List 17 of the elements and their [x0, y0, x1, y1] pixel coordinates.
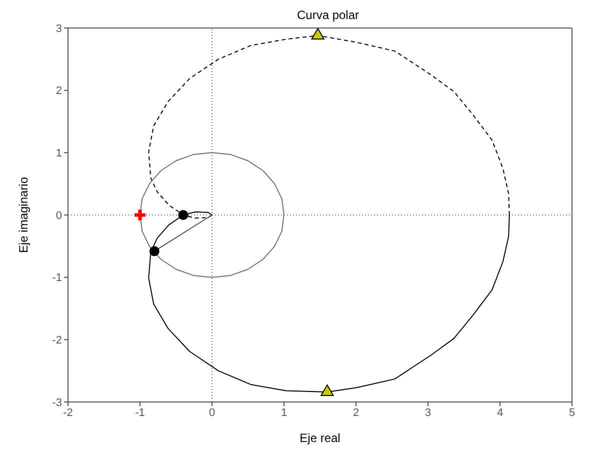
x-tick-label: 5 — [568, 406, 576, 419]
y-tick-label: 2 — [56, 85, 62, 98]
x-tick-label: 0 — [208, 406, 216, 419]
y-tick-label: -3 — [52, 396, 62, 409]
y-tick-label: -2 — [52, 334, 62, 347]
x-tick-label: 3 — [424, 406, 432, 419]
x-tick-label: 1 — [280, 406, 288, 419]
x-axis-title: Eje real — [300, 431, 340, 445]
x-tick-label: -1 — [135, 406, 145, 419]
y-tick-label: 0 — [56, 210, 62, 222]
y-tick-label: 3 — [56, 22, 62, 35]
y-tick-label: 1 — [56, 148, 62, 160]
x-tick-label: 2 — [352, 406, 360, 419]
y-tick-label: -1 — [52, 272, 62, 284]
chart-title: Curva polar — [296, 8, 360, 22]
x-tick-label: 4 — [496, 406, 504, 419]
y-axis-title: Eje imaginario — [16, 176, 30, 254]
